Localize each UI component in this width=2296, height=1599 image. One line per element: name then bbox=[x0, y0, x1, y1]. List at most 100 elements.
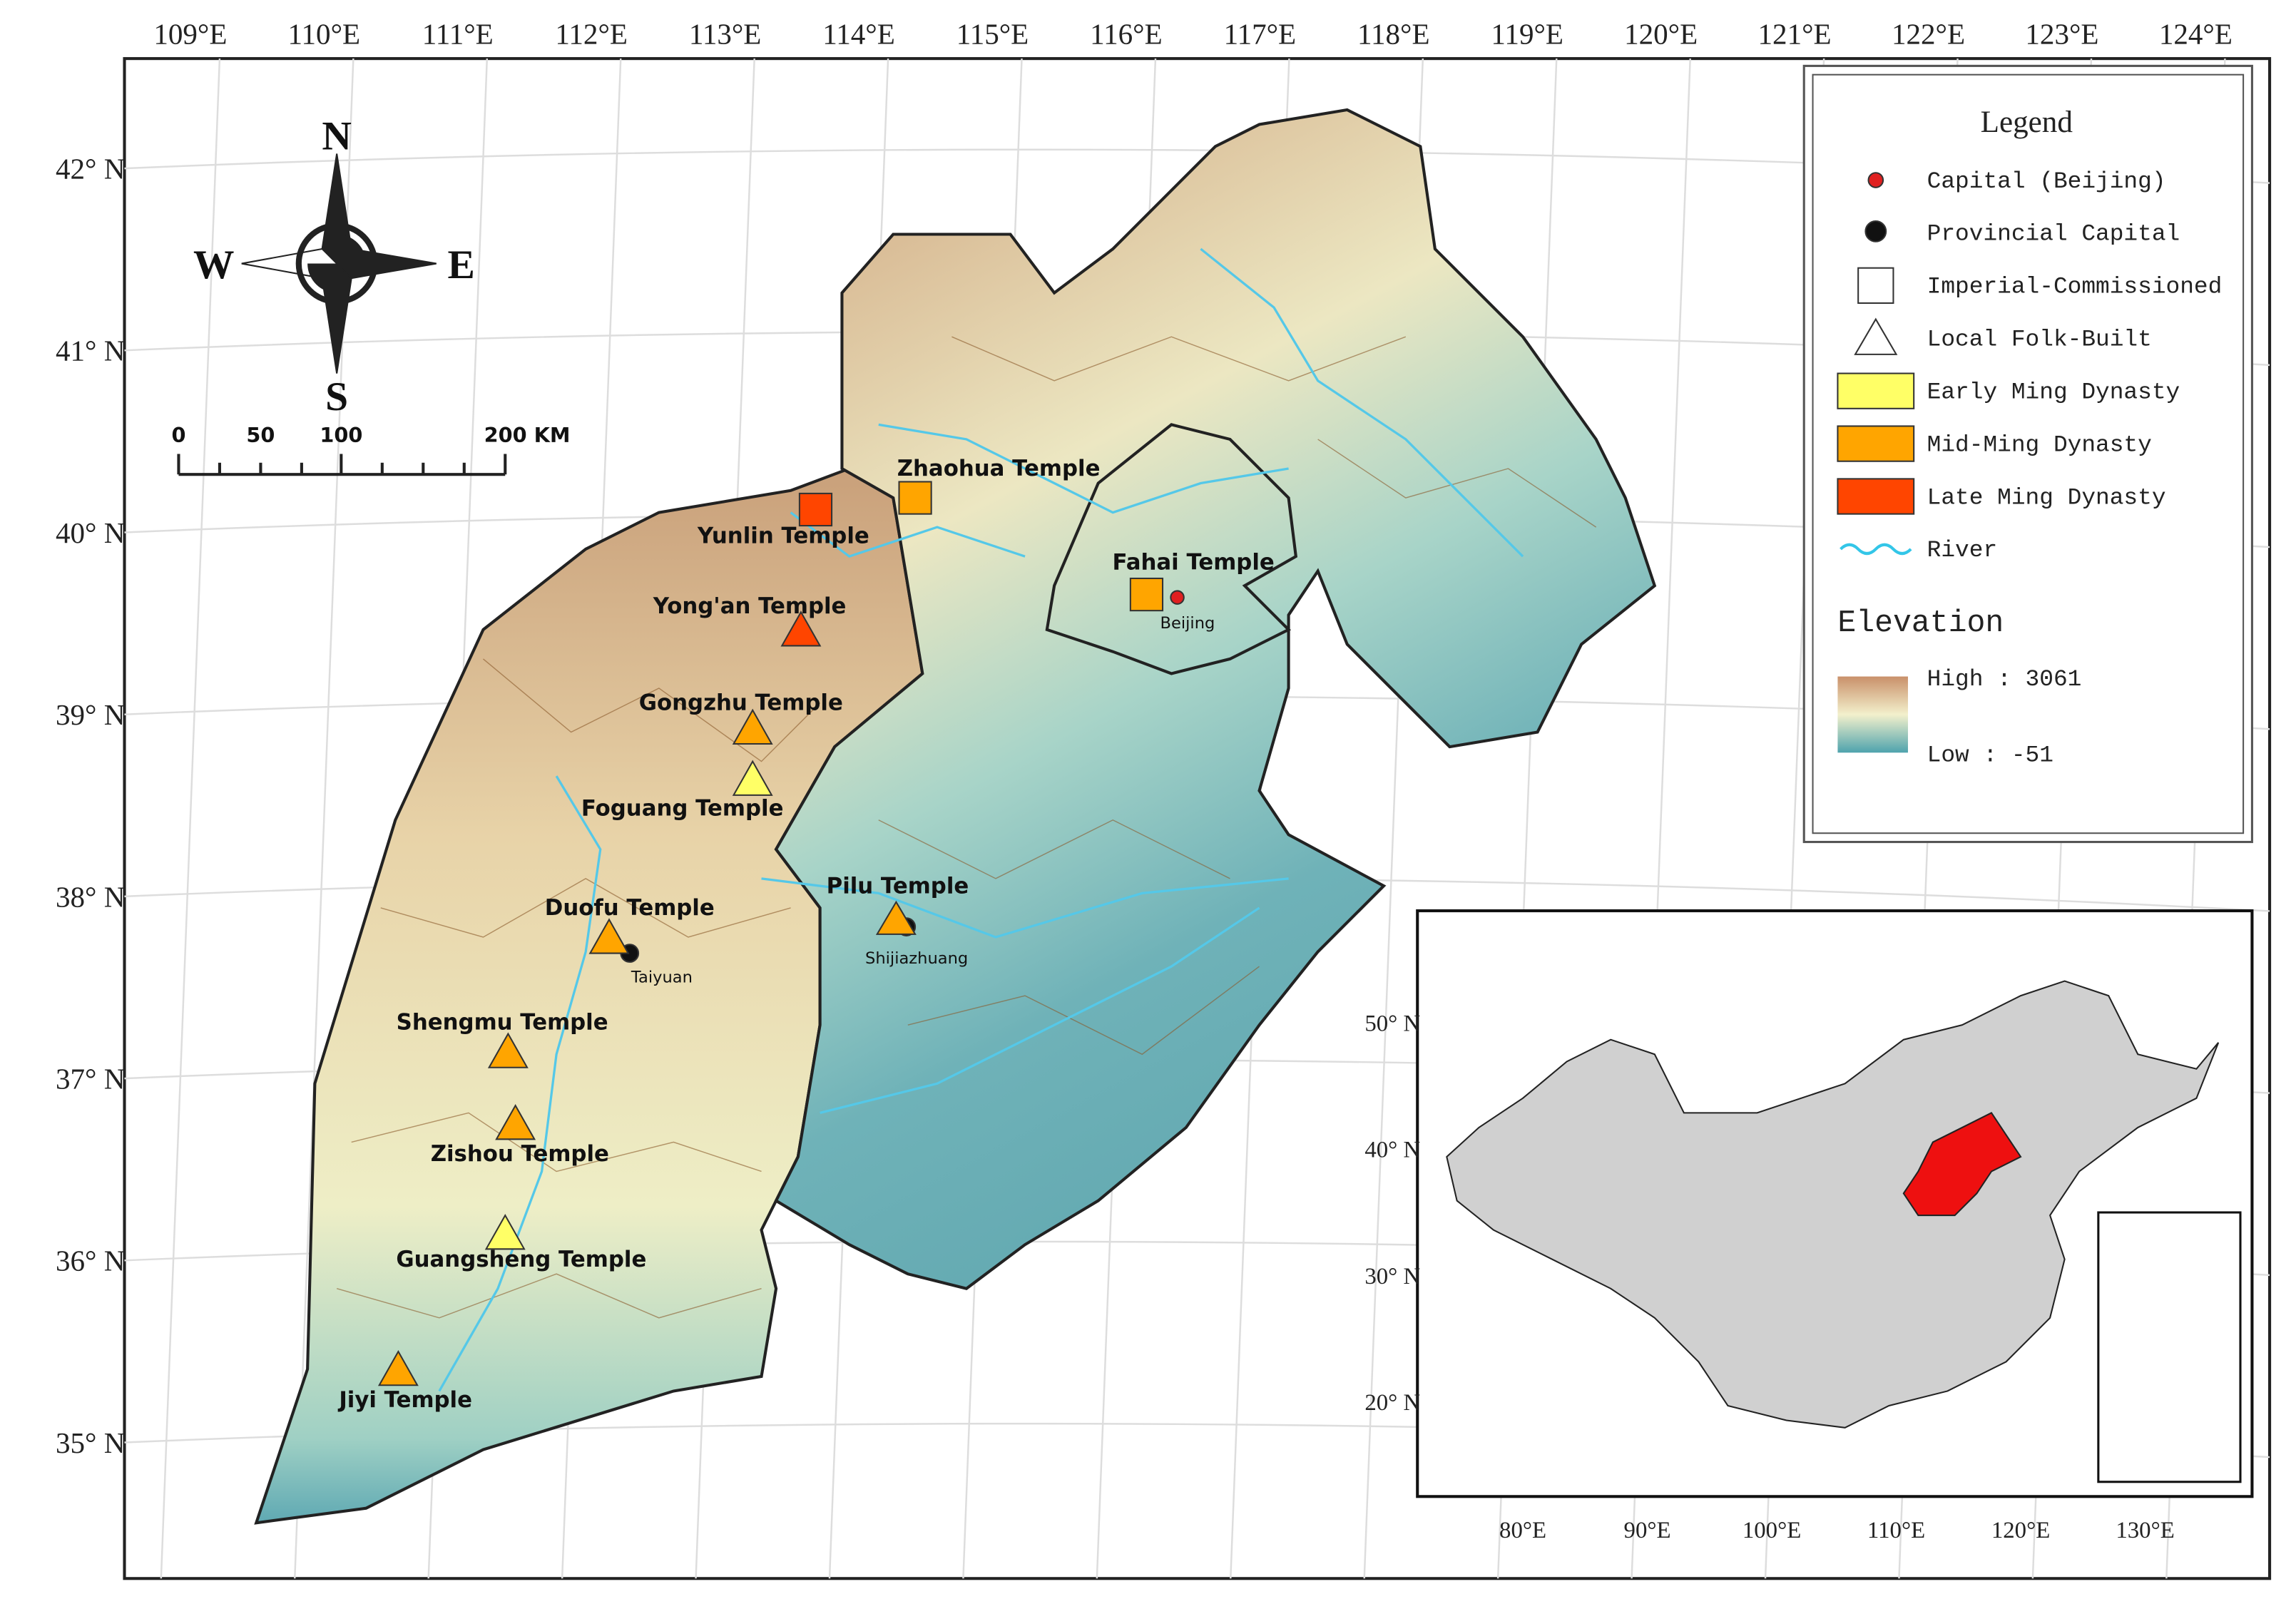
temple-label: Foguang Temple bbox=[581, 796, 784, 822]
legend-item: Local Folk-Built bbox=[1927, 327, 2152, 353]
inset-lon-label: 90°E bbox=[1624, 1518, 1671, 1543]
lat-label: 39° N bbox=[56, 698, 125, 731]
scale-label: 200 KM bbox=[484, 423, 571, 447]
compass-rose bbox=[241, 153, 437, 374]
temple-labels: Zhaohua Temple Yunlin Temple Yong'an Templ… bbox=[337, 456, 1274, 1413]
city-label: Taiyuan bbox=[631, 969, 693, 987]
legend-item: Imperial-Commissioned bbox=[1927, 274, 2223, 300]
city-label: Beijing bbox=[1160, 614, 1215, 633]
lat-label: 37° N bbox=[56, 1062, 125, 1095]
lat-label: 42° N bbox=[56, 152, 125, 185]
lon-label: 115°E bbox=[956, 18, 1029, 51]
temple-label: Yunlin Temple bbox=[697, 523, 869, 549]
lon-label: 110°E bbox=[288, 18, 361, 51]
meridian bbox=[160, 58, 221, 1579]
beijing-region bbox=[1045, 423, 1298, 675]
legend-title: Legend bbox=[1981, 106, 2073, 139]
lon-label: 120°E bbox=[1624, 18, 1698, 51]
lon-label: 117°E bbox=[1224, 18, 1297, 51]
lon-label: 111°E bbox=[422, 18, 494, 51]
temple-label: Guangsheng Temple bbox=[396, 1247, 646, 1272]
compass-north: N bbox=[322, 113, 352, 158]
lon-label: 118°E bbox=[1357, 18, 1430, 51]
lat-label: 36° N bbox=[56, 1245, 125, 1277]
lon-label: 116°E bbox=[1090, 18, 1163, 51]
marker-triangle bbox=[484, 1213, 526, 1250]
lon-label: 121°E bbox=[1758, 18, 1832, 51]
marker-square bbox=[798, 492, 833, 527]
city-label: Shijiazhuang bbox=[865, 949, 968, 968]
elevation-high: High : 3061 bbox=[1927, 666, 2082, 693]
scale-bar bbox=[177, 454, 507, 476]
marker-triangle bbox=[732, 708, 773, 745]
lat-label: 41° N bbox=[56, 334, 125, 367]
scale-label: 100 bbox=[320, 423, 362, 447]
inset-lat-label: 50° N bbox=[1364, 1011, 1420, 1036]
inset-lon-label: 100°E bbox=[1743, 1518, 1801, 1543]
inset-lat-label: 20° N bbox=[1364, 1390, 1420, 1416]
temple-label: Gongzhu Temple bbox=[639, 690, 843, 716]
compass-west: W bbox=[193, 242, 234, 287]
lon-label: 112°E bbox=[555, 18, 628, 51]
legend-symbols bbox=[1837, 172, 1915, 753]
lon-label: 114°E bbox=[822, 18, 895, 51]
scale-label: 0 bbox=[171, 423, 185, 447]
inset-lat-label: 30° N bbox=[1364, 1264, 1420, 1289]
legend-inner bbox=[1812, 73, 2245, 834]
elevation-low: Low : -51 bbox=[1927, 742, 2053, 769]
lon-label: 113°E bbox=[689, 18, 762, 51]
legend-item: Early Ming Dynasty bbox=[1927, 379, 2180, 405]
lon-label: 122°E bbox=[1892, 18, 1965, 51]
marker-triangle bbox=[780, 611, 822, 647]
compass-east: E bbox=[448, 242, 475, 287]
scale-label: 50 bbox=[246, 423, 275, 447]
legend-item: Capital (Beijing) bbox=[1927, 168, 2166, 195]
axis-labels: 109°E 110°E 111°E 112°E 113°E 114°E 115°E 116°E… bbox=[56, 18, 2233, 1459]
inset-lon-label: 110°E bbox=[1867, 1518, 1925, 1543]
lon-label: 109°E bbox=[153, 18, 227, 51]
legend-items: Capital (Beijing) Provincial Capital Imper… bbox=[1927, 168, 2223, 563]
temple-label: Fahai Temple bbox=[1113, 550, 1275, 576]
temple-label: Yong'an Temple bbox=[653, 593, 847, 619]
lat-label: 38° N bbox=[56, 880, 125, 913]
marker-triangle bbox=[732, 760, 773, 796]
temple-markers bbox=[377, 481, 1185, 1386]
temple-label: Pilu Temple bbox=[827, 873, 969, 899]
lon-label: 123°E bbox=[2025, 18, 2098, 51]
inset-lon-label: 120°E bbox=[1991, 1518, 2050, 1543]
inset-lat-label: 40° N bbox=[1364, 1138, 1420, 1163]
compass-south: S bbox=[325, 374, 348, 419]
capital-dot bbox=[1170, 590, 1185, 605]
marker-triangle bbox=[588, 918, 630, 954]
elevation-title: Elevation bbox=[1837, 606, 2004, 640]
inset-labels: 50° N 40° N 30° N 20° N 80°E 90°E 100°E 110°E 12… bbox=[1364, 1011, 2174, 1543]
inset-lon-label: 130°E bbox=[2116, 1518, 2174, 1543]
temple-label: Shengmu Temple bbox=[397, 1009, 608, 1035]
lon-label: 124°E bbox=[2159, 18, 2233, 51]
legend-item: River bbox=[1927, 537, 1998, 563]
inset-lon-label: 80°E bbox=[1499, 1518, 1546, 1543]
lat-label: 35° N bbox=[56, 1426, 125, 1459]
rivers bbox=[438, 247, 1524, 1392]
marker-square bbox=[898, 481, 932, 515]
marker-triangle bbox=[875, 900, 917, 935]
marker-triangle bbox=[495, 1104, 536, 1140]
marker-triangle bbox=[377, 1349, 419, 1386]
legend-item: Mid-Ming Dynasty bbox=[1927, 431, 2152, 458]
county-borders bbox=[336, 336, 1597, 1319]
lat-label: 40° N bbox=[56, 516, 125, 549]
temple-label: Zhaohua Temple bbox=[897, 456, 1101, 481]
temple-label: Jiyi Temple bbox=[337, 1387, 472, 1413]
hebei-region bbox=[774, 108, 1657, 1290]
marker-triangle bbox=[487, 1032, 529, 1068]
marker-square bbox=[1129, 577, 1164, 612]
lon-label: 119°E bbox=[1491, 18, 1563, 51]
study-area bbox=[1902, 1112, 2022, 1217]
temple-label: Duofu Temple bbox=[545, 895, 715, 921]
legend-item: Provincial Capital bbox=[1927, 221, 2180, 247]
china-outline bbox=[1446, 980, 2220, 1429]
south-china-sea-box bbox=[2097, 1211, 2242, 1483]
